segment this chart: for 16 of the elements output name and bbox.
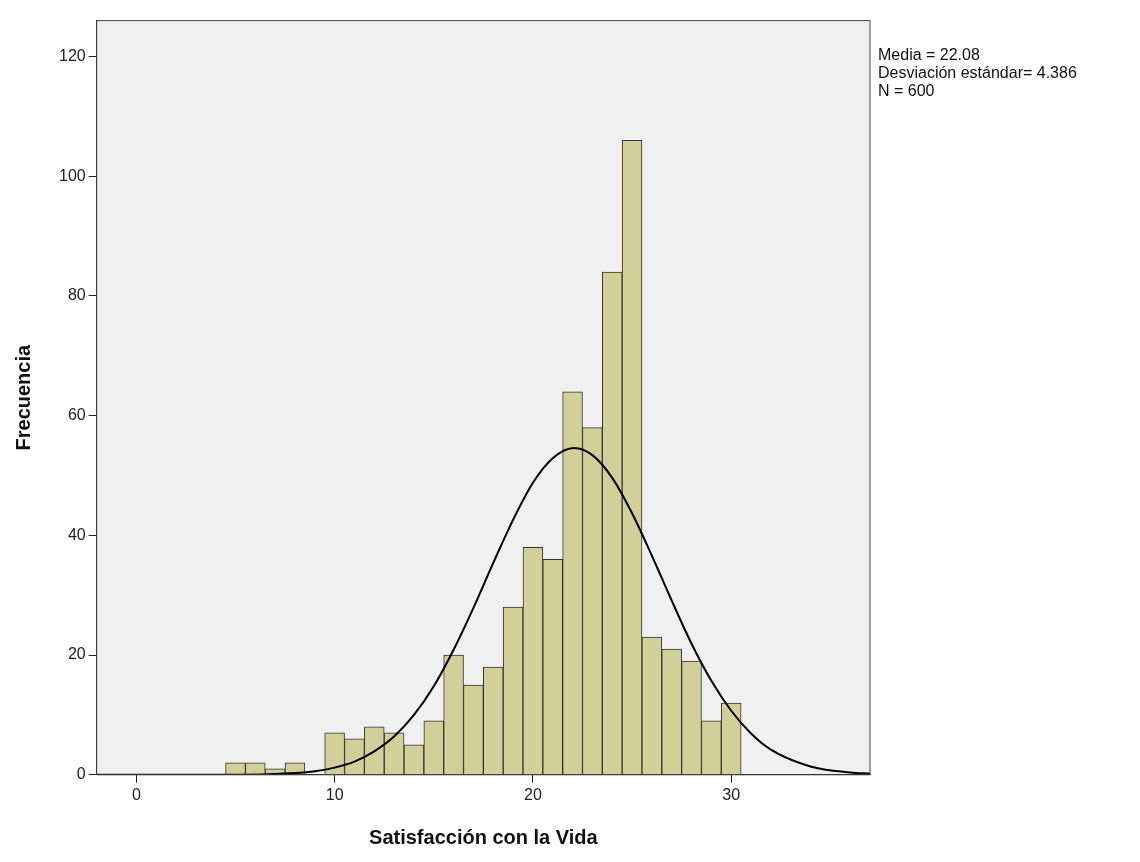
x-tick-label: 30 (722, 785, 741, 803)
x-tick-label: 10 (325, 785, 344, 803)
y-tick-label: 80 (67, 286, 86, 304)
y-tick-label: 40 (67, 525, 86, 543)
text: Media = 22.08 (878, 46, 981, 64)
text: N = 600 (878, 82, 936, 100)
y-tick-label: 120 (58, 46, 86, 64)
x-axis-title: Satisfacción con la Vida (369, 825, 599, 848)
y-tick-label: 0 (76, 765, 86, 783)
text: Desviación estándar= 4.386 (878, 64, 1077, 82)
y-tick-label: 20 (67, 645, 86, 663)
x-tick-label: 20 (524, 785, 542, 803)
x-tick-label: 0 (131, 785, 141, 803)
y-axis-title: Frecuencia (11, 344, 34, 451)
y-tick-label: 60 (67, 406, 86, 424)
y-tick-label: 100 (58, 166, 86, 184)
